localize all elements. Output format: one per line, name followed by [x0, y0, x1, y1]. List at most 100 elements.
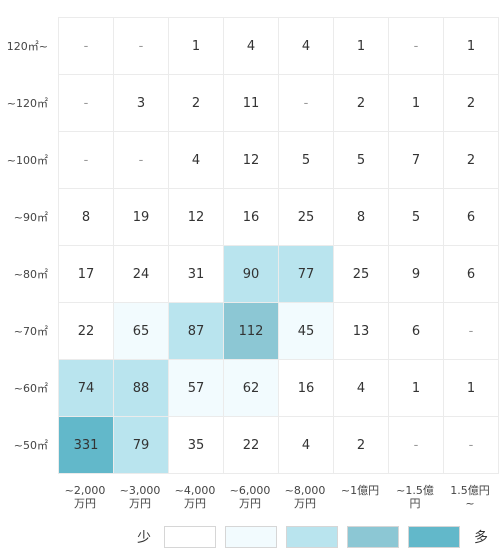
- x-axis-label: ~1.5億円: [388, 484, 442, 510]
- heatmap-cell: 1: [444, 18, 498, 74]
- heatmap-cell: 331: [59, 417, 113, 473]
- heatmap-cell: -: [59, 132, 113, 188]
- heatmap-cell: 22: [224, 417, 278, 473]
- heatmap-cell: -: [114, 132, 168, 188]
- x-axis-label-line: 万円: [239, 497, 261, 510]
- heatmap-cell: 4: [224, 18, 278, 74]
- heatmap-cell: 25: [279, 189, 333, 245]
- y-axis-label: ~100㎡: [6, 154, 48, 167]
- y-axis-label: ~120㎡: [6, 97, 48, 110]
- heatmap-cell: 13: [334, 303, 388, 359]
- x-axis-label: ~4,000 万円: [168, 484, 222, 510]
- heatmap-cell: -: [389, 18, 443, 74]
- legend-swatch: [225, 526, 277, 548]
- heatmap-cell: 2: [169, 75, 223, 131]
- heatmap-cell: 12: [169, 189, 223, 245]
- heatmap-cell: 90: [224, 246, 278, 302]
- heatmap-cell: 22: [59, 303, 113, 359]
- x-axis-label-line: ~3,000: [119, 484, 161, 497]
- y-axis-label: ~50㎡: [13, 439, 48, 452]
- x-axis-label: ~3,000 万円: [113, 484, 167, 510]
- x-axis-label: ~2,000 万円: [58, 484, 112, 510]
- x-axis-label: ~1億円: [333, 484, 387, 497]
- heatmap-cell: 6: [444, 189, 498, 245]
- legend-swatch: [408, 526, 460, 548]
- legend-low-label: 少: [137, 530, 151, 546]
- heatmap-cell: 1: [389, 75, 443, 131]
- heatmap-cell: 1: [389, 360, 443, 416]
- heatmap-cell: 2: [444, 75, 498, 131]
- x-axis-label-line: ~4,000: [174, 484, 216, 497]
- heatmap-cell: 8: [334, 189, 388, 245]
- heatmap-cell: 11: [224, 75, 278, 131]
- x-axis-label-line: 万円: [184, 497, 206, 510]
- heatmap-cell: 16: [279, 360, 333, 416]
- legend-high-label: 多: [474, 530, 488, 546]
- x-axis-label: ~8,000 万円: [278, 484, 332, 510]
- heatmap-cell: 2: [444, 132, 498, 188]
- heatmap-cell: 79: [114, 417, 168, 473]
- heatmap-cell: 9: [389, 246, 443, 302]
- heatmap-cell: 5: [279, 132, 333, 188]
- heatmap-cell: 62: [224, 360, 278, 416]
- heatmap-cell: 8: [59, 189, 113, 245]
- heatmap-cell: 4: [334, 360, 388, 416]
- heatmap-cell: 4: [279, 417, 333, 473]
- heatmap-grid: - -1 4 4 1-1-3 2 11-2 1 2- -4 12 5 5 7 2 8 19 12 16 25 8 5 6 17…: [58, 17, 499, 474]
- y-axis-label: 120㎡~: [6, 40, 48, 53]
- heatmap-cell: 5: [334, 132, 388, 188]
- heatmap-cell: 88: [114, 360, 168, 416]
- x-axis-label-line: ~6,000: [229, 484, 271, 497]
- y-axis-label: ~80㎡: [13, 268, 48, 281]
- x-axis-label-line: ~2,000: [64, 484, 106, 497]
- legend-swatch: [164, 526, 216, 548]
- heatmap-cell: 45: [279, 303, 333, 359]
- heatmap-cell: 17: [59, 246, 113, 302]
- heatmap-cell: -: [444, 417, 498, 473]
- heatmap-cell: 1: [444, 360, 498, 416]
- heatmap-cell: -: [59, 18, 113, 74]
- x-axis-label-line: ~: [465, 497, 475, 510]
- heatmap-cell: 57: [169, 360, 223, 416]
- heatmap-cell: -: [279, 75, 333, 131]
- heatmap-cell: 35: [169, 417, 223, 473]
- heatmap-cell: 19: [114, 189, 168, 245]
- x-axis-label: 1.5億円 ~: [443, 484, 497, 510]
- heatmap-cell: -: [59, 75, 113, 131]
- heatmap-cell: 112: [224, 303, 278, 359]
- heatmap-cell: -: [114, 18, 168, 74]
- legend-swatch: [286, 526, 338, 548]
- x-axis-label: ~6,000 万円: [223, 484, 277, 510]
- legend-swatch: [347, 526, 399, 548]
- y-axis-label: ~90㎡: [13, 211, 48, 224]
- heatmap-cell: 74: [59, 360, 113, 416]
- heatmap-cell: 6: [444, 246, 498, 302]
- heatmap-cell: 25: [334, 246, 388, 302]
- heatmap-cell: 65: [114, 303, 168, 359]
- heatmap-cell: 77: [279, 246, 333, 302]
- heatmap-cell: 2: [334, 75, 388, 131]
- heatmap-cell: 4: [169, 132, 223, 188]
- heatmap-cell: 1: [169, 18, 223, 74]
- heatmap-cell: 24: [114, 246, 168, 302]
- x-axis-label-line: 万円: [129, 497, 151, 510]
- y-axis-label: ~60㎡: [13, 382, 48, 395]
- heatmap-cell: 31: [169, 246, 223, 302]
- x-axis-label-line: ~1.5億: [396, 484, 434, 497]
- x-axis-label-line: 万円: [74, 497, 96, 510]
- x-axis-label-line: ~1億円: [340, 484, 380, 497]
- heatmap-cell: 4: [279, 18, 333, 74]
- heatmap-cell: 2: [334, 417, 388, 473]
- y-axis-label: ~70㎡: [13, 325, 48, 338]
- heatmap-cell: 87: [169, 303, 223, 359]
- x-axis-label-line: 万円: [294, 497, 316, 510]
- heatmap-cell: 6: [389, 303, 443, 359]
- heatmap-cell: -: [444, 303, 498, 359]
- x-axis-label-line: 円: [409, 497, 421, 510]
- heatmap-cell: 16: [224, 189, 278, 245]
- heatmap-cell: 12: [224, 132, 278, 188]
- heatmap-cell: 5: [389, 189, 443, 245]
- heatmap-cell: -: [389, 417, 443, 473]
- heatmap-cell: 7: [389, 132, 443, 188]
- x-axis-label-line: 1.5億円: [450, 484, 490, 497]
